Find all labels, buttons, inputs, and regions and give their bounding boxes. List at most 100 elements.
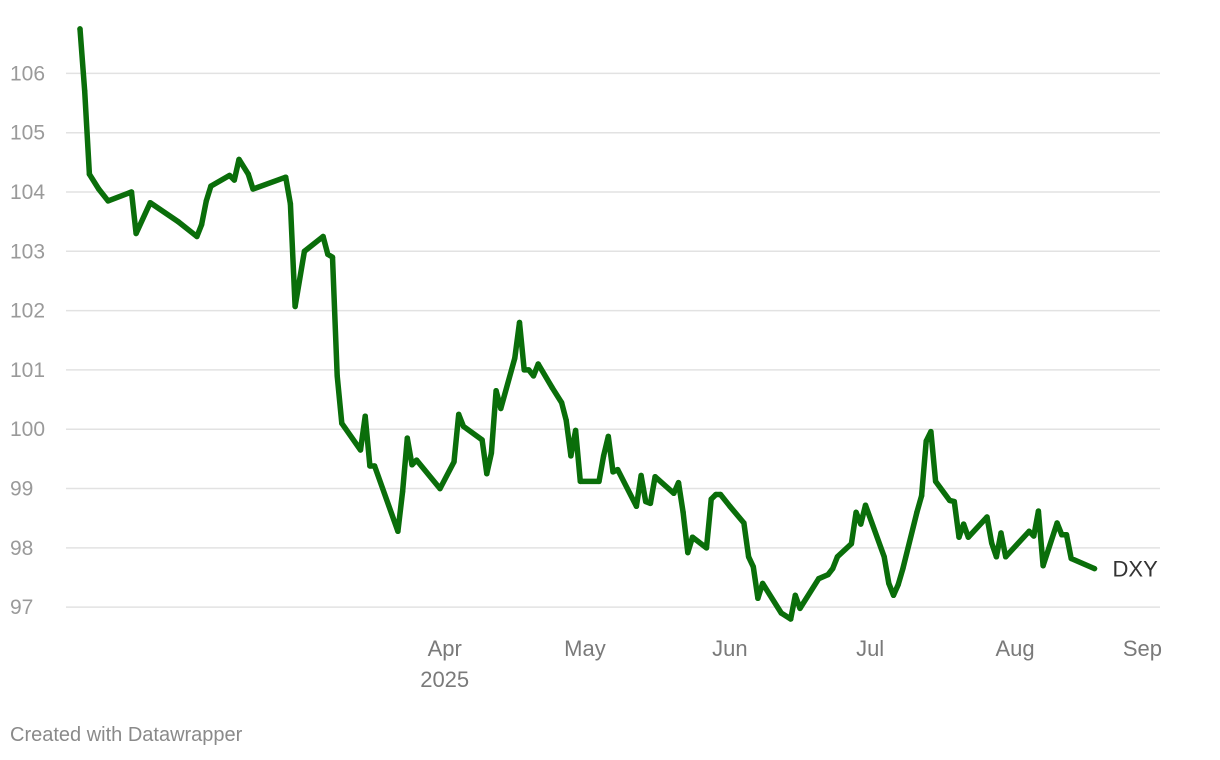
data-point <box>956 534 962 540</box>
data-point <box>371 463 378 469</box>
data-point <box>198 221 205 228</box>
data-point <box>895 581 901 588</box>
data-point <box>86 171 93 177</box>
y-tick-label-104: 104 <box>10 181 45 204</box>
data-point <box>339 420 345 426</box>
series-end-label-dxy: DXY <box>1113 557 1159 582</box>
data-point <box>750 564 756 570</box>
data-point <box>755 595 761 601</box>
data-point <box>203 198 209 204</box>
data-point <box>830 565 836 572</box>
data-point <box>283 174 289 180</box>
data-point <box>404 435 410 441</box>
data-point <box>526 367 532 373</box>
data-point <box>792 592 798 598</box>
data-point <box>918 493 925 499</box>
y-tick-label-100: 100 <box>10 418 45 441</box>
data-point <box>231 177 237 183</box>
data-point <box>292 303 298 310</box>
data-point <box>1063 532 1070 538</box>
data-point <box>596 478 602 485</box>
data-point <box>530 373 537 379</box>
data-point <box>1091 565 1098 572</box>
data-point <box>689 534 696 540</box>
x-tick-label-jun: Jun <box>712 636 747 661</box>
data-point <box>615 466 621 473</box>
series-layer: DXY <box>77 26 1158 622</box>
data-point <box>250 186 256 192</box>
data-point <box>1059 532 1065 538</box>
data-point <box>563 417 569 423</box>
data-point <box>1040 563 1046 569</box>
data-point <box>788 616 794 622</box>
x-tick-label-sep: Sep <box>1123 636 1162 661</box>
x-tick-label-jul: Jul <box>856 636 884 661</box>
data-point <box>727 503 733 509</box>
data-point <box>951 498 957 505</box>
y-axis-ticks: 97 98 99 100 101 102 103 104 105 106 <box>10 62 45 619</box>
data-point <box>175 219 181 225</box>
data-point <box>572 427 579 434</box>
data-point <box>713 491 719 498</box>
data-point <box>456 411 462 418</box>
data-point <box>848 541 855 547</box>
y-tick-label-97: 97 <box>10 596 33 619</box>
data-point <box>82 88 88 94</box>
data-point <box>914 509 920 515</box>
data-point <box>395 528 401 534</box>
y-tick-label-98: 98 <box>10 537 33 560</box>
data-point <box>208 183 214 189</box>
data-point <box>577 478 583 485</box>
data-point <box>858 521 864 527</box>
data-point <box>610 469 616 475</box>
data-point <box>521 367 527 373</box>
data-point <box>633 503 640 509</box>
data-point <box>797 605 803 612</box>
data-point <box>516 319 523 326</box>
data-point <box>1003 554 1009 560</box>
data-point <box>816 576 822 582</box>
data-point <box>643 498 649 505</box>
data-point <box>451 459 457 465</box>
data-point <box>703 545 710 551</box>
data-point <box>741 520 747 526</box>
data-point <box>549 385 555 391</box>
data-point <box>568 453 574 459</box>
data-point <box>932 478 939 485</box>
data-point <box>993 554 1000 560</box>
data-point <box>862 502 869 508</box>
data-point <box>535 361 541 367</box>
data-point <box>413 457 420 463</box>
data-point <box>320 233 326 240</box>
data-point <box>834 554 841 560</box>
data-point <box>325 251 331 257</box>
data-point <box>708 496 714 502</box>
data-point <box>778 610 784 616</box>
y-tick-label-106: 106 <box>10 62 45 85</box>
data-point <box>245 171 251 177</box>
data-point <box>484 471 490 477</box>
data-point <box>923 438 929 444</box>
data-point <box>479 437 485 443</box>
data-point <box>1026 528 1032 534</box>
data-point <box>928 428 934 435</box>
data-point <box>717 491 724 498</box>
data-point <box>399 488 406 495</box>
data-point <box>409 462 415 468</box>
data-point <box>984 514 990 520</box>
data-point <box>147 200 153 206</box>
y-tick-label-101: 101 <box>10 359 45 382</box>
data-point <box>675 479 682 486</box>
series-line-dxy <box>77 26 1098 622</box>
data-point <box>558 399 565 406</box>
data-point <box>128 189 135 195</box>
data-point <box>989 540 995 546</box>
data-point <box>900 565 906 572</box>
data-point <box>488 450 495 456</box>
data-point <box>194 233 200 240</box>
data-point <box>605 433 611 440</box>
data-point <box>226 172 233 179</box>
data-point <box>498 405 504 412</box>
x-tick-label-aug: Aug <box>995 636 1034 661</box>
x-tick-label-may: May <box>564 636 606 661</box>
